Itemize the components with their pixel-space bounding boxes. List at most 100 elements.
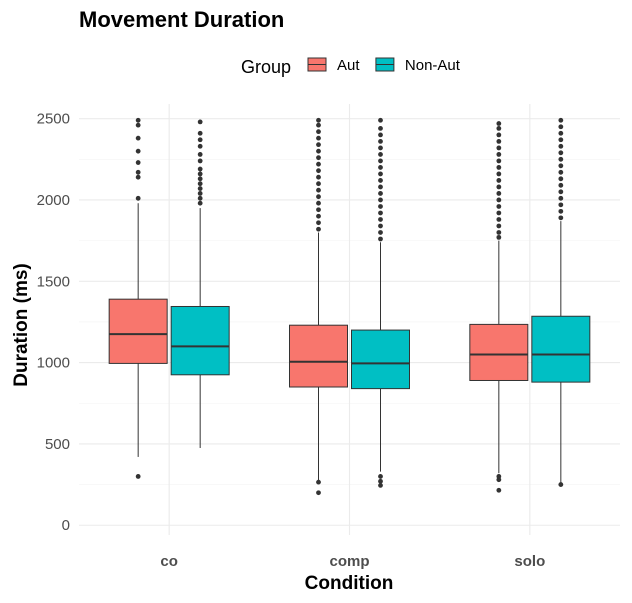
outlier-point [496,210,502,216]
outlier-point [378,197,383,203]
outlier-point [316,207,321,213]
outlier-point [316,226,321,232]
outlier-point [378,184,383,190]
outlier-point [316,220,321,226]
legend-item-non-aut: Non-Aut [375,57,461,74]
outlier-point [496,178,502,183]
outlier-point [558,176,564,182]
outlier-point [558,117,564,123]
outlier-point [496,184,502,190]
outlier-point [316,490,321,496]
legend-item-aut: Aut [307,57,360,74]
outlier-point [378,152,383,157]
outlier-point [378,191,383,196]
outlier-point [316,122,321,128]
outlier-point [316,181,321,187]
plot-area: 0 500 1000 1500 2000 2500 co comp solo [37,104,620,570]
outlier-point [135,117,141,123]
outlier-point [316,168,321,174]
y-tick-label: 2000 [37,192,70,209]
x-tick-label: solo [514,553,545,570]
outlier-point [558,137,564,143]
boxplot-solo-non-aut [531,117,591,487]
outlier-point [378,217,383,222]
outlier-point [496,474,502,479]
outlier-point [378,165,383,170]
outlier-point [496,145,502,151]
outlier-point [316,213,321,219]
outlier-point [316,148,321,154]
outlier-point [378,474,383,479]
outlier-point [197,176,203,182]
outlier-point [378,139,383,144]
outlier-point [558,208,564,214]
outlier-point [135,148,141,154]
boxplot-co-aut [108,117,168,479]
outlier-point [496,139,502,144]
outlier-point [316,135,321,141]
outlier-point [378,223,383,229]
outlier-point [316,174,321,180]
y-tick-label: 0 [62,517,70,534]
outlier-point [135,135,141,141]
outlier-point [378,210,383,216]
outlier-point [558,156,564,162]
legend-label: Non-Aut [405,57,461,74]
outlier-point [197,191,203,196]
outlier-point [135,174,141,180]
outlier-point [496,217,502,222]
boxplot-comp-non-aut [351,117,410,488]
outlier-point [496,204,502,209]
outlier-point [378,145,383,151]
x-tick-label: comp [329,553,369,570]
outlier-point [135,195,141,201]
outlier-point [496,191,502,196]
y-tick-label: 1000 [37,355,70,372]
outlier-point [316,200,321,206]
outlier-point [316,155,321,161]
outlier-point [496,152,502,157]
boxplot-comp-aut [289,117,348,496]
outlier-point [197,119,203,125]
outlier-point [316,161,321,167]
outlier-point [496,223,502,229]
outlier-point [197,130,203,136]
outlier-point [316,117,321,123]
outlier-point [197,181,203,187]
outlier-point [496,158,502,164]
gridlines [79,104,620,535]
outlier-point [197,152,203,157]
outlier-point [197,200,203,206]
outlier-point [197,171,203,177]
outlier-point [558,124,564,130]
outlier-point [378,230,383,235]
outlier-point [378,204,383,209]
outlier-point [135,474,141,479]
x-tick-label: co [160,553,178,570]
outlier-point [496,171,502,177]
outlier-point [378,158,383,164]
y-tick-label: 2500 [37,111,70,128]
box [170,305,230,376]
y-axis-title: Duration (ms) [11,263,32,387]
x-axis-ticks: co comp solo [160,553,545,570]
legend: Group Aut Non-Aut [241,57,461,77]
outlier-point [316,142,321,148]
outlier-point [378,236,383,242]
outlier-point [316,129,321,135]
box [289,324,348,388]
box [108,298,168,364]
outlier-point [496,234,502,240]
outlier-point [558,189,564,195]
outlier-point [378,125,383,131]
boxplots [108,117,591,496]
outlier-point [496,487,502,493]
outlier-point [558,143,564,149]
chart-title: Movement Duration [79,7,284,32]
outlier-point [378,178,383,183]
y-tick-label: 500 [45,436,70,453]
box [351,329,410,390]
outlier-point [316,194,321,200]
outlier-point [135,169,141,175]
